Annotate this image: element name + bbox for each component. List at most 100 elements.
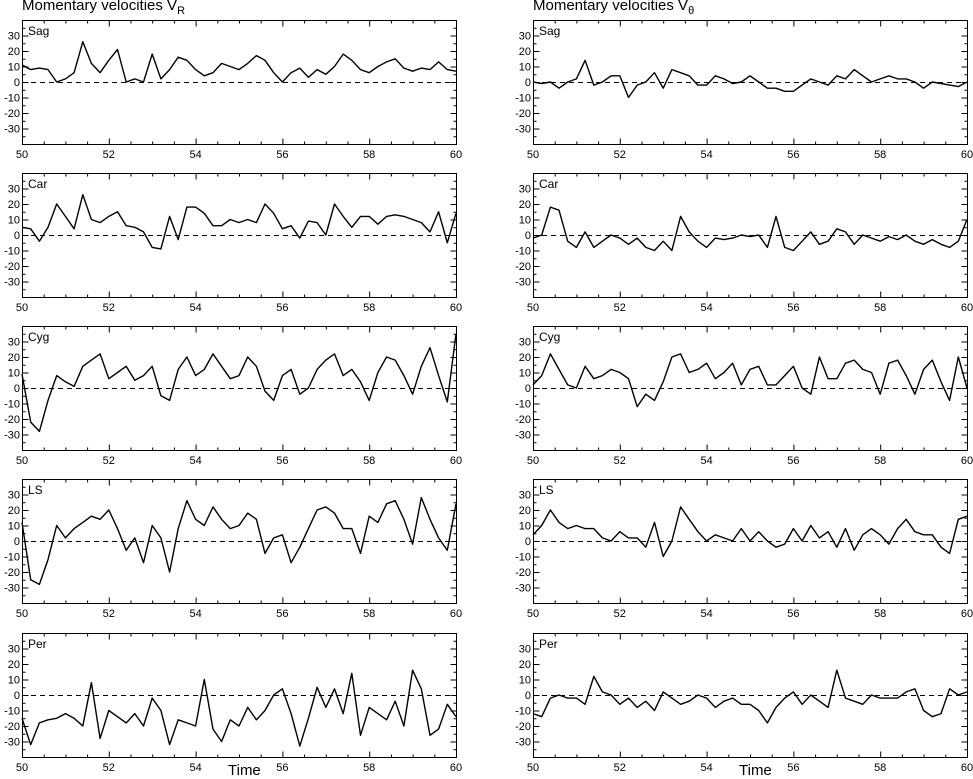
series-line-vr-car	[21, 193, 457, 250]
panel-vtheta-cyg: 50 52 54 56 58 60 30 20 10 0 -10 -20 -30 Cyg	[515, 326, 973, 467]
y-tick-label: 30	[519, 337, 531, 349]
y-tick-label: 10	[519, 521, 531, 533]
y-tick-label: -30	[515, 737, 531, 749]
x-tick-label: 60	[450, 149, 462, 161]
y-tick-label: 20	[519, 352, 531, 364]
x-tick-label: 54	[189, 762, 201, 774]
series-line-vtheta-car	[532, 206, 968, 252]
series-line-vtheta-sag	[532, 59, 968, 99]
y-tick-label: -10	[4, 399, 20, 411]
y-tick-label: 0	[14, 536, 20, 548]
series-line-vr-sag	[21, 41, 457, 83]
x-tick-label: 52	[103, 302, 115, 314]
x-tick-label: 58	[363, 762, 375, 774]
x-tick-label: 58	[874, 455, 886, 467]
y-tick-label: -20	[515, 108, 531, 120]
series-line-vtheta-per	[532, 669, 968, 724]
x-tick-label: 52	[614, 149, 626, 161]
y-tick-label: 10	[8, 215, 20, 227]
panel-label: LS	[539, 483, 554, 497]
panel-label: Car	[539, 177, 558, 191]
x-tick-label: 54	[189, 302, 201, 314]
x-tick-label: 50	[16, 608, 28, 620]
panel-label: LS	[28, 483, 43, 497]
y-tick-label: -10	[515, 246, 531, 258]
x-tick-label: 56	[787, 608, 799, 620]
x-tick-label: 54	[189, 149, 201, 161]
x-tick-label: 52	[103, 608, 115, 620]
y-tick-label: 20	[8, 659, 20, 671]
x-tick-label: 60	[450, 455, 462, 467]
y-tick-label: 30	[519, 31, 531, 43]
y-tick-label: -20	[4, 261, 20, 273]
y-tick-label: 20	[519, 199, 531, 211]
y-tick-label: -30	[4, 583, 20, 595]
y-tick-label: -20	[515, 261, 531, 273]
x-tick-label: 56	[787, 762, 799, 774]
x-tick-label: 54	[700, 149, 712, 161]
y-tick-label: 0	[14, 77, 20, 89]
y-tick-label: 20	[8, 352, 20, 364]
y-tick-label: 0	[525, 536, 531, 548]
panel-vtheta-car: 50 52 54 56 58 60 30 20 10 0 -10 -20 -30 Car	[515, 173, 973, 314]
x-tick-label: 56	[276, 149, 288, 161]
y-tick-label: 30	[519, 184, 531, 196]
y-tick-label: 10	[8, 368, 20, 380]
col-title-vr: Momentary velocities VR	[22, 0, 186, 17]
x-tick-label: 50	[527, 455, 539, 467]
y-tick-label: -10	[4, 93, 20, 105]
y-tick-label: 30	[8, 644, 20, 656]
x-tick-label: 52	[614, 762, 626, 774]
y-tick-label: -10	[4, 552, 20, 564]
y-tick-label: 20	[519, 659, 531, 671]
x-tick-label: 52	[103, 149, 115, 161]
y-tick-label: 20	[8, 46, 20, 58]
y-tick-label: 10	[519, 215, 531, 227]
x-tick-label: 56	[787, 149, 799, 161]
y-tick-label: 0	[525, 77, 531, 89]
x-tick-label: 60	[961, 149, 973, 161]
panel-vtheta-ls: 50 52 54 56 58 60 30 20 10 0 -10 -20 -30 LS	[515, 479, 973, 620]
y-tick-label: 10	[519, 368, 531, 380]
y-tick-label: 20	[519, 505, 531, 517]
y-tick-label: -30	[4, 124, 20, 136]
x-tick-label: 50	[527, 302, 539, 314]
y-tick-label: -30	[4, 277, 20, 289]
x-tick-label: 54	[700, 762, 712, 774]
x-tick-label: 54	[700, 455, 712, 467]
y-tick-label: -30	[4, 737, 20, 749]
series-line-vr-cyg	[21, 333, 457, 433]
y-tick-label: -20	[4, 108, 20, 120]
x-tick-label: 58	[874, 762, 886, 774]
x-axis-label-vtheta: Time	[739, 762, 772, 779]
x-tick-label: 56	[787, 455, 799, 467]
y-tick-label: 0	[525, 230, 531, 242]
y-tick-label: -30	[515, 583, 531, 595]
y-tick-label: 30	[8, 337, 20, 349]
x-tick-label: 58	[363, 608, 375, 620]
x-tick-label: 60	[450, 608, 462, 620]
x-tick-label: 50	[527, 608, 539, 620]
x-tick-label: 58	[874, 302, 886, 314]
y-tick-label: -10	[4, 246, 20, 258]
x-tick-label: 56	[276, 762, 288, 774]
y-tick-label: 0	[525, 690, 531, 702]
y-tick-label: -30	[515, 430, 531, 442]
x-tick-label: 56	[276, 608, 288, 620]
y-tick-label: 30	[8, 490, 20, 502]
x-tick-label: 60	[450, 302, 462, 314]
y-tick-label: 20	[8, 199, 20, 211]
y-tick-label: 20	[8, 505, 20, 517]
x-tick-label: 54	[700, 302, 712, 314]
series-line-vr-ls	[21, 496, 457, 586]
y-tick-label: -30	[4, 430, 20, 442]
panel-label: Car	[28, 177, 47, 191]
x-tick-label: 58	[363, 455, 375, 467]
x-tick-label: 52	[103, 762, 115, 774]
y-tick-label: 10	[8, 521, 20, 533]
y-tick-label: -20	[4, 721, 20, 733]
y-tick-label: -10	[515, 93, 531, 105]
x-tick-label: 60	[961, 608, 973, 620]
panel-vr-sag: 50 52 54 56 58 60 30 20 10 0 -10 -20 -30 Sag	[4, 20, 462, 161]
x-tick-label: 50	[16, 302, 28, 314]
